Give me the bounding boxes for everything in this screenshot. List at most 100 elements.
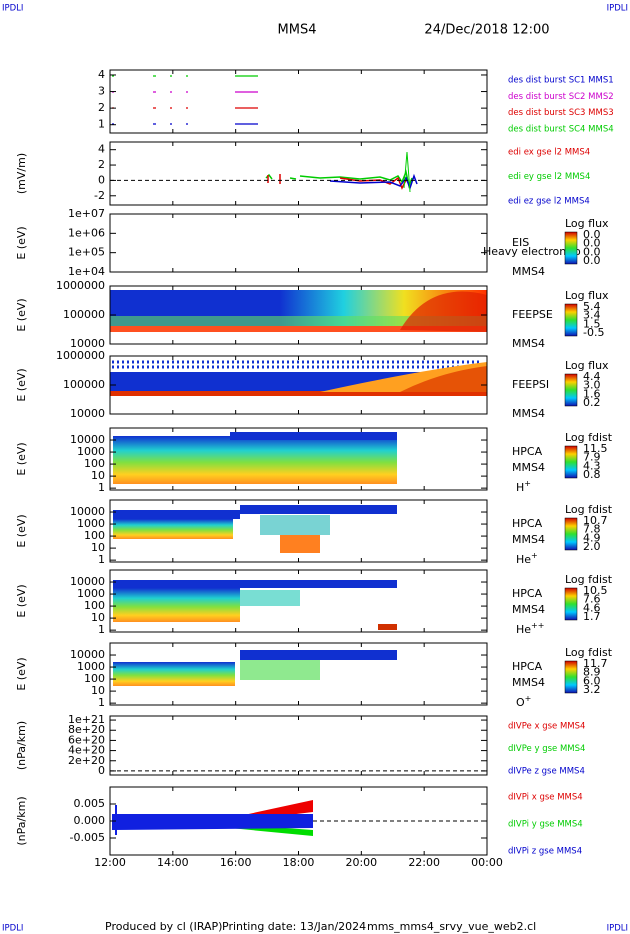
colorbar-tick-label: 10.5	[583, 584, 608, 597]
y-tick-label: 10000	[70, 648, 105, 661]
y-tick-label: 4	[98, 68, 105, 81]
colorbar-tick-label: 0.2	[583, 396, 601, 409]
legend-entry: dIVPi x gse MMS4	[508, 793, 583, 803]
instrument-label: FEEPSI	[512, 378, 549, 391]
burst-marks	[112, 75, 258, 125]
y-tick-label: 4e+20	[68, 744, 105, 757]
panel-frame	[109, 715, 488, 776]
legend-entry: edi ey gse l2 MMS4	[508, 172, 590, 182]
y-tick-label: 1e+06	[68, 226, 105, 239]
spacecraft-label: MMS4	[512, 603, 545, 616]
colorbar-tick-label: 7.8	[583, 523, 601, 536]
colorbar-tick-label: 4.3	[583, 459, 601, 472]
colorbar	[564, 373, 578, 407]
species-label: O+	[516, 694, 531, 710]
x-tick-label: 16:00	[220, 856, 252, 869]
y-axis-label: E (eV)	[15, 226, 28, 259]
y-axis-label: E (eV)	[15, 514, 28, 547]
y-tick-label: 100000	[63, 378, 105, 391]
colorbar-title: Log fdist	[565, 646, 613, 659]
colorbar-tick-label: 8.9	[583, 666, 601, 679]
spacecraft-label: MMS4	[512, 337, 545, 350]
colorbar-tick-label: 5.4	[583, 300, 601, 313]
colorbar-tick-label: 11.5	[583, 442, 608, 455]
footer-printing: Printing date: 13/Jan/2024	[222, 920, 366, 933]
legend-entry: des dist burst SC1 MMS1	[508, 76, 614, 86]
y-tick-label: 3	[98, 85, 105, 98]
species: H	[516, 481, 524, 494]
panel-frame	[109, 141, 488, 206]
y-tick-label: 10	[91, 541, 105, 554]
spacecraft-label: MMS4	[512, 265, 545, 278]
spacecraft-label: MMS4	[512, 407, 545, 420]
corner-label: IPDLI	[2, 924, 23, 934]
colorbar-title: Log fdist	[565, 503, 613, 516]
legend-entry: dIVPi y gse MMS4	[508, 820, 583, 830]
charge: +	[524, 479, 531, 488]
y-tick-label: 1000	[77, 445, 105, 458]
date-label: 24/Dec/2018 12:00	[424, 23, 549, 38]
colorbar-tick-label: 7.6	[583, 593, 601, 606]
species: O	[516, 696, 525, 709]
y-tick-label: 10	[91, 684, 105, 697]
instrument-label: HPCA	[512, 517, 543, 530]
y-tick-label: 10000	[70, 433, 105, 446]
footer-producer: Produced by cl (IRAP)	[105, 920, 222, 933]
y-tick-label: 1	[98, 118, 105, 131]
spectrogram-images	[110, 75, 487, 836]
y-axis-label: (nPa/km)	[15, 796, 28, 845]
y-axis-label: (nPa/km)	[15, 721, 28, 770]
y-axis-label: E (eV)	[15, 584, 28, 617]
y-tick-label: 1	[98, 481, 105, 494]
spacecraft-label: MMS4	[512, 461, 545, 474]
y-tick-label: 100000	[63, 308, 105, 321]
panel-frame	[109, 69, 488, 134]
colorbar-tick-label: 3.4	[583, 309, 601, 322]
species-label: He++	[516, 621, 544, 637]
legend-entry: des dist burst SC4 MMS4	[508, 125, 614, 135]
y-tick-label: 0.005	[74, 797, 106, 810]
y-tick-label: 100	[84, 599, 105, 612]
y-tick-label: 1e+07	[68, 207, 105, 220]
colorbar-tick-label: 4.6	[583, 601, 601, 614]
legend-entry: dIVPi z gse MMS4	[508, 847, 582, 857]
y-tick-label: 8e+20	[68, 723, 105, 736]
species: He	[516, 553, 531, 566]
y-tick-label: 10000	[70, 337, 105, 350]
colorbar-title: Log flux	[565, 289, 609, 302]
y-tick-label: 4	[98, 143, 105, 156]
y-tick-label: 1000	[77, 517, 105, 530]
y-tick-label: 10	[91, 611, 105, 624]
colorbar-tick-label: 1.6	[583, 387, 601, 400]
colorbar-tick-label: 10.7	[583, 514, 608, 527]
species-label: He+	[516, 551, 538, 567]
instrument-label: HPCA	[512, 587, 543, 600]
y-tick-label: 1	[98, 553, 105, 566]
colorbar	[564, 445, 578, 479]
colorbar-tick-label: 0.0	[583, 245, 601, 258]
colorbar-tick-label: -0.5	[583, 326, 604, 339]
y-tick-label: 10000	[70, 575, 105, 588]
y-tick-label: 2e+20	[68, 754, 105, 767]
colorbar-tick-label: 3.2	[583, 683, 601, 696]
colorbar-tick-label: 0.8	[583, 468, 601, 481]
colorbar-tick-label: 0.0	[583, 228, 601, 241]
y-tick-label: 1e+05	[68, 246, 105, 259]
colorbar-tick-label: 4.9	[583, 531, 601, 544]
y-tick-label: 1000	[77, 660, 105, 673]
y-tick-label: 1000000	[56, 279, 105, 292]
colorbar-tick-label: 3.0	[583, 379, 601, 392]
y-tick-label: 0	[98, 764, 105, 777]
y-axis-label: E (eV)	[15, 368, 28, 401]
y-tick-label: 2	[98, 158, 105, 171]
legend-entry: edi ez gse l2 MMS4	[508, 197, 590, 207]
y-axis-label: E (eV)	[15, 442, 28, 475]
instrument-label: HPCA	[512, 445, 543, 458]
note: Heavy electron to	[483, 245, 581, 258]
y-axis-label: (mV/m)	[15, 153, 28, 194]
y-tick-label: -0.005	[70, 831, 105, 844]
colorbar-tick-label: 1.5	[583, 317, 601, 330]
colorbar-tick-label: 2.0	[583, 540, 601, 553]
y-tick-label: 1000000	[56, 349, 105, 362]
